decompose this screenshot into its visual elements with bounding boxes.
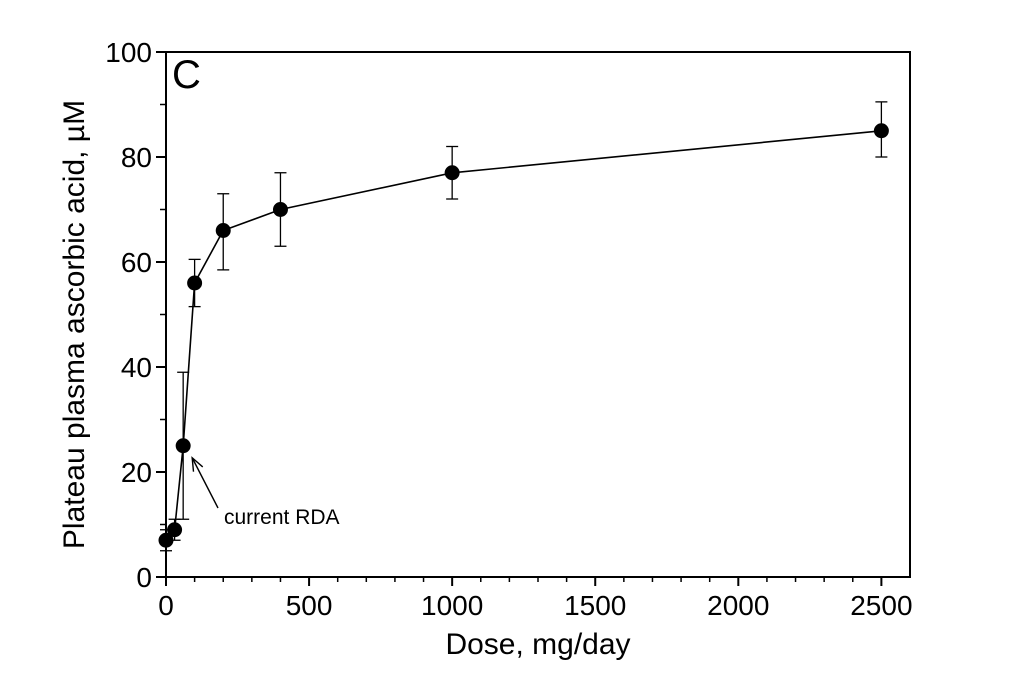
axes	[165, 51, 911, 578]
data-point-5	[272, 202, 288, 217]
y-tick-label-2: 40	[121, 352, 152, 383]
y-tick-label-3: 60	[121, 247, 152, 278]
y-axis-title: Plateau plasma ascorbic acid, µM	[58, 100, 91, 549]
data-point-2	[175, 438, 191, 454]
x-tick-label-5: 2500	[850, 590, 912, 621]
annotation-group: current RDA	[191, 456, 340, 529]
x-tick-label-0: 0	[158, 590, 174, 621]
x-tick-label-1: 500	[286, 590, 333, 621]
annotation-arrow-head	[191, 456, 204, 472]
data-point-1	[167, 522, 183, 538]
data-point-0	[158, 532, 174, 548]
y-tick-label-0: 0	[136, 562, 152, 593]
data-point-4	[215, 223, 231, 238]
series-line	[165, 130, 882, 541]
panel-label: C	[172, 53, 201, 97]
y-tick-label-5: 100	[105, 37, 152, 68]
y-tick-label-1: 20	[121, 457, 152, 488]
x-tick-label-3: 1500	[564, 590, 626, 621]
data-point-6	[444, 165, 460, 181]
data-point-3	[187, 275, 203, 291]
annotation-current-rda: current RDA	[224, 506, 340, 529]
x-tick-label-4: 2000	[707, 590, 769, 621]
x-axis-title: Dose, mg/day	[445, 628, 630, 661]
plot-frame	[165, 51, 911, 578]
x-tick-label-2: 1000	[421, 590, 483, 621]
y-tick-label-4: 80	[121, 142, 152, 173]
annotation-arrow-line	[191, 457, 219, 509]
ticks: 0 500 1000 1500 2000 2500 0 20 40 60 80 100	[105, 37, 912, 621]
data-point-7	[873, 123, 889, 139]
data-series	[158, 101, 889, 552]
